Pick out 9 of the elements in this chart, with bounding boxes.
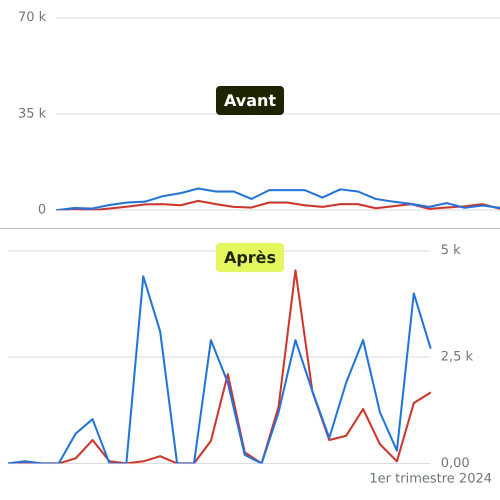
y2-tick-label: 2,5 k [440, 349, 474, 364]
y-tick-label: 0 [38, 202, 46, 218]
x-tick-label: 1er trimestre 2024 [369, 472, 492, 487]
chart-title: Après [216, 243, 284, 272]
y-tick-label: 70 k [18, 10, 47, 26]
text: Avant [216, 86, 284, 115]
y2-tick-label: 0,00 [440, 456, 470, 471]
y-tick-label: 35 k [18, 106, 47, 122]
y2-tick-label: 5 k [440, 243, 462, 258]
